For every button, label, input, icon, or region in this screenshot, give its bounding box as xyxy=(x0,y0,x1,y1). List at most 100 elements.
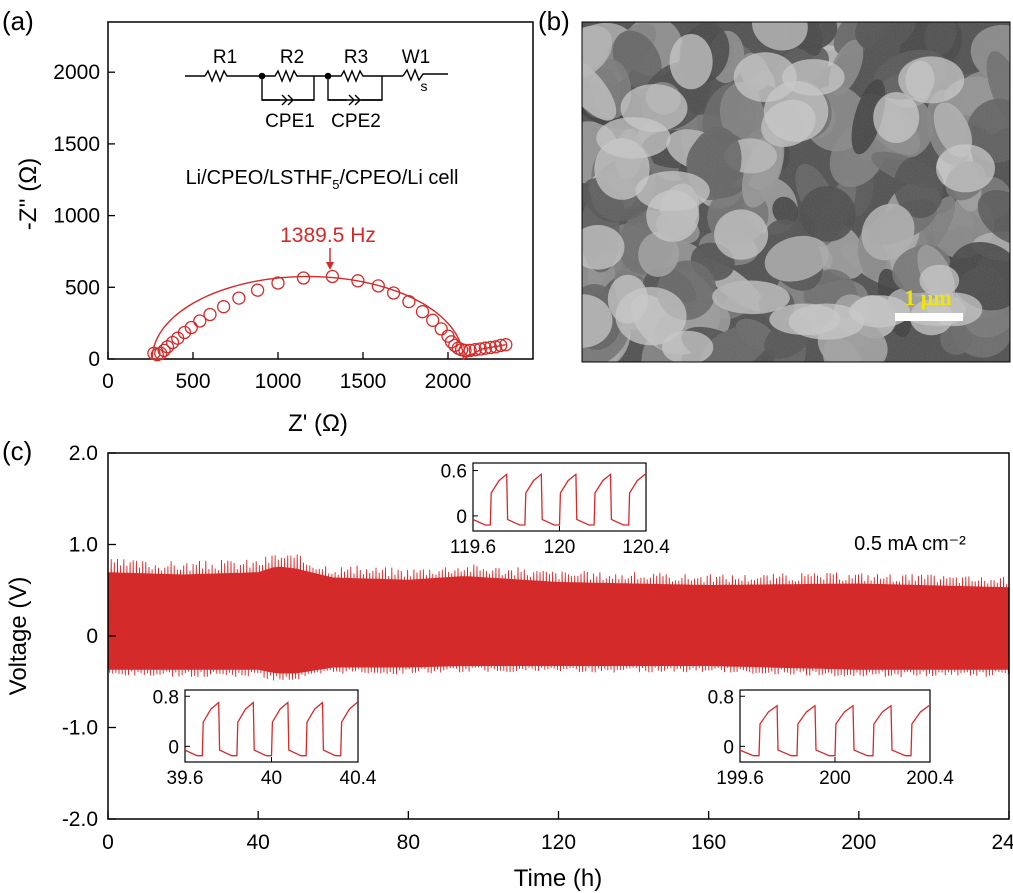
cell-label-sub: 5 xyxy=(332,177,339,192)
panel-a-ticks: 0 500 1000 1500 2000 0 500 1000 1500 2000 xyxy=(53,61,471,393)
circuit-w1-sub: s xyxy=(421,78,428,94)
panel-a-xtick-label: 0 xyxy=(102,370,114,393)
panel-c-label: (c) xyxy=(2,436,32,466)
circuit-r2-label: R2 xyxy=(280,47,304,68)
panel-c-ylabel: Voltage (V) xyxy=(5,577,32,696)
voltage-trace xyxy=(108,554,1009,681)
panel-a-ytick-label: 0 xyxy=(88,348,100,371)
circuit-cpe1 xyxy=(262,94,314,106)
nyquist-data-point xyxy=(415,305,430,319)
frequency-arrow xyxy=(326,248,334,270)
panel-a-xtick-label: 2000 xyxy=(425,370,472,393)
panel-c-xtick-label: 40 xyxy=(246,831,269,854)
panel-b: (b) 1 μm xyxy=(538,6,1011,363)
panel-c-xlabel: Time (h) xyxy=(514,865,602,892)
panel-a-xtick-label: 500 xyxy=(175,370,210,393)
nyquist-data-point xyxy=(177,325,192,340)
frequency-annotation: 1389.5 Hz xyxy=(280,224,376,247)
nyquist-data-point xyxy=(434,322,448,336)
panel-c-xtick-label: 120 xyxy=(541,831,576,854)
nyquist-fit-line xyxy=(151,275,506,361)
inset-200h-ytick-label: 0 xyxy=(723,737,734,758)
inset-120h-xtick-label: 120 xyxy=(544,537,576,558)
panel-a-axes-frame xyxy=(107,21,534,360)
nyquist-data-point xyxy=(499,338,513,352)
sem-image-border xyxy=(581,21,1011,363)
panel-a-label: (a) xyxy=(2,6,34,36)
panel-c-insets: 39.6 40 40.4 0 0.8 119.6 120 120.4 0 0.6 199.6 200 2… xyxy=(153,462,955,789)
panel-c-xtick-label: 240 xyxy=(991,831,1013,854)
inset-200h-xtick-label: 200.4 xyxy=(906,768,954,789)
voltage-oscillation xyxy=(108,554,1009,681)
nyquist-data-point xyxy=(271,276,285,290)
inset-120h-ytick-label: 0.6 xyxy=(441,462,467,483)
panel-c-ytick-label: 0 xyxy=(86,625,98,648)
inset-40h-ytick-label: 0 xyxy=(168,737,179,758)
inset-200h: 199.6 200 200.4 0 0.8 xyxy=(708,687,955,789)
nyquist-data-point xyxy=(250,283,265,297)
circuit-cpe1-label: CPE1 xyxy=(265,111,315,132)
scale-bar xyxy=(895,313,963,321)
panel-a-ytick-label: 500 xyxy=(65,276,100,299)
nyquist-data-point xyxy=(386,286,401,300)
circuit-r3-label: R3 xyxy=(344,47,368,68)
nyquist-data-point xyxy=(203,307,217,322)
inset-120h-ytick-label: 0 xyxy=(456,507,467,528)
panel-c-ytick-label: -1.0 xyxy=(62,717,98,740)
panel-c: (c) 0 40 80 120 160 200 240 -2.0 -1.0 0 1.0 2.0 Tim… xyxy=(2,436,1013,892)
panel-c-xtick-label: 160 xyxy=(691,831,726,854)
inset-40h: 39.6 40 40.4 0 0.8 xyxy=(153,687,377,789)
panel-b-label: (b) xyxy=(538,6,570,36)
nyquist-data-point xyxy=(402,294,416,309)
nyquist-data-point xyxy=(157,343,171,358)
inset-40h-ytick-label: 0.8 xyxy=(153,687,179,708)
panel-c-xtick-label: 0 xyxy=(102,831,114,854)
inset-120h-xtick-label: 119.6 xyxy=(450,537,496,558)
panel-c-xtick-label: 200 xyxy=(841,831,876,854)
cell-label: Li/CPEO/LSTHF5/CPEO/Li cell xyxy=(186,167,459,192)
nyquist-data-point xyxy=(193,314,207,328)
panel-a-xtick-label: 1000 xyxy=(255,370,302,393)
cell-label-pre: Li/CPEO/LSTHF xyxy=(186,167,333,189)
inset-40h-xtick-label: 40.4 xyxy=(340,768,377,789)
inset-200h-trace xyxy=(739,704,930,757)
panel-c-ytick-label: -2.0 xyxy=(62,808,98,831)
inset-120h-trace xyxy=(472,472,646,526)
circuit-r2 xyxy=(261,69,328,101)
panel-a-xtick-label: 1500 xyxy=(340,370,387,393)
circuit-cpe2 xyxy=(328,94,382,106)
nyquist-data-point xyxy=(494,338,508,353)
panel-c-ticks: 0 40 80 120 160 200 240 -2.0 -1.0 0 1.0 2.0 xyxy=(62,442,1013,854)
nyquist-data-point xyxy=(232,291,246,305)
panel-a-xlabel: Z' (Ω) xyxy=(288,410,348,437)
nyquist-data-point xyxy=(483,340,498,355)
nyquist-data-point xyxy=(216,300,231,314)
panel-a-ytick-label: 1500 xyxy=(53,133,100,156)
panel-c-xtick-label: 80 xyxy=(397,831,420,854)
inset-40h-trace xyxy=(184,701,358,757)
nyquist-data-point xyxy=(458,343,472,358)
nyquist-data-point xyxy=(426,313,440,327)
nyquist-plot xyxy=(147,269,513,362)
scale-bar-label: 1 μm xyxy=(904,285,951,310)
nyquist-data-point xyxy=(184,320,198,335)
nyquist-data-point xyxy=(165,335,180,350)
circuit-cpe2-label: CPE2 xyxy=(331,111,381,132)
circuit-w1-label: W1 xyxy=(402,47,431,68)
panel-a: (a) 0 500 1000 1500 2000 0 500 1000 1500 2000 Z' … xyxy=(2,6,534,437)
inset-120h-xtick-label: 120.4 xyxy=(622,537,670,558)
inset-200h-xtick-label: 199.6 xyxy=(716,768,764,789)
inset-200h-xtick-label: 200 xyxy=(819,768,851,789)
nyquist-data-point xyxy=(478,341,493,355)
nyquist-data-point xyxy=(463,343,477,358)
nyquist-data-point xyxy=(468,343,482,357)
inset-40h-xtick-label: 39.6 xyxy=(167,768,204,789)
panel-c-ytick-label: 1.0 xyxy=(69,534,98,557)
inset-40h-xtick-label: 40 xyxy=(261,768,282,789)
inset-200h-ytick-label: 0.8 xyxy=(708,687,734,708)
circuit-r1-label: R1 xyxy=(213,47,237,68)
nyquist-data-point xyxy=(160,340,175,354)
nyquist-data-point xyxy=(371,279,385,293)
circuit-r3 xyxy=(327,69,403,101)
